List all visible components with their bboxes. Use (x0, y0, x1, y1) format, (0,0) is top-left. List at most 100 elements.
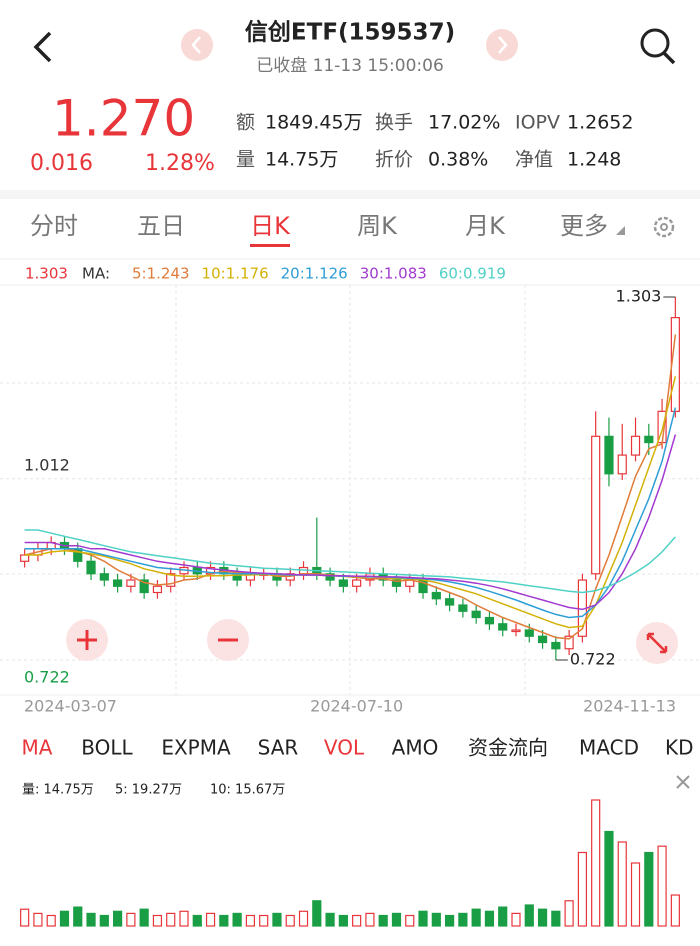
tab[interactable]: 周K (357, 212, 398, 240)
volume-legend-item: 5: 19.27万 (115, 783, 182, 798)
volume-bar (298, 910, 309, 927)
price: 1.270 (52, 90, 195, 148)
indicator-tab[interactable]: AMO (392, 736, 439, 760)
candle-body (617, 454, 627, 475)
volume-bar (259, 914, 269, 927)
candle-body (352, 579, 362, 587)
volume-bar (524, 904, 534, 927)
change-pct: 1.28% (145, 151, 215, 176)
candle-body (152, 585, 163, 594)
volume-bar (418, 910, 428, 927)
change: 0.016 (30, 151, 93, 176)
stat-label: 量 (236, 149, 255, 171)
candle-body (86, 560, 96, 575)
volume-bar (405, 914, 415, 927)
candle-body (670, 317, 680, 412)
ma-legend: 1.303 MA: (25, 265, 110, 283)
volume-bar (365, 912, 375, 927)
candle-body (591, 435, 601, 575)
volume-bar (551, 910, 561, 927)
volume-bar (272, 912, 282, 927)
stat-label: 换手 (375, 112, 413, 134)
stat-label: IOPV (515, 112, 560, 134)
current-value: 1.303 (25, 265, 68, 283)
candle-body (126, 579, 136, 587)
volume-bar (46, 914, 56, 927)
tab[interactable]: 更多 (560, 212, 608, 240)
candle-body (484, 616, 495, 625)
volume-bar (285, 914, 295, 927)
candle-body (524, 629, 534, 637)
candle-body (166, 573, 176, 587)
x-tick-label: 2024-07-10 (310, 697, 403, 716)
volume-bar (445, 914, 455, 927)
volume-legend: 量: 14.75万 5: 19.27万 10: 15.67万 (22, 783, 285, 798)
indicator-tab[interactable]: EXPMA (161, 736, 231, 760)
stat-value: 17.02% (428, 112, 500, 134)
volume-bar (617, 841, 627, 927)
volume-bar (166, 912, 176, 927)
stat-value: 14.75万 (265, 149, 338, 171)
close-indicator[interactable] (676, 775, 690, 789)
candle-body (630, 435, 641, 456)
volume-bar (391, 912, 402, 927)
search-button[interactable] (640, 28, 670, 58)
candle-body (112, 579, 123, 587)
stat-value: 1.248 (567, 149, 621, 171)
indicator-tab[interactable]: SAR (258, 736, 299, 760)
volume-bar (73, 906, 83, 927)
volume-bar (564, 900, 574, 927)
volume (20, 799, 680, 927)
next-button[interactable] (486, 29, 518, 61)
indicator-tab[interactable]: 资金流向 (468, 736, 548, 760)
tab[interactable]: 五日 (137, 212, 185, 240)
ma-legend-item: 20:1.126 (281, 265, 348, 283)
tab-active[interactable]: 日K (250, 212, 291, 240)
volume-bar (352, 914, 362, 927)
volume-bar (325, 912, 335, 927)
volume-bar (232, 912, 242, 927)
grid (0, 285, 700, 695)
volume-bar (112, 910, 123, 927)
candle-body (537, 635, 548, 644)
back-button[interactable] (33, 31, 52, 63)
prev-button[interactable] (181, 29, 213, 61)
status: 已收盘 11-13 15:00:06 (256, 56, 444, 76)
indicator-tab[interactable]: MACD (579, 736, 639, 760)
stat-value: 1849.45万 (265, 112, 363, 134)
x-tick-label: 2024-11-13 (583, 697, 676, 716)
tab[interactable]: 分时 (30, 212, 78, 240)
volume-bar (312, 900, 322, 927)
volume-bar (33, 912, 43, 927)
indicator-tabs: MA BOLL EXPMA SAR VOL AMO 资金流向 MACD KD (22, 736, 694, 760)
ma-line (24, 434, 677, 611)
volume-bar (644, 851, 654, 927)
volume-bar (205, 912, 216, 927)
volume-bar (511, 912, 521, 927)
candle-body (99, 573, 109, 581)
ma-label: MA: (82, 265, 110, 283)
settings-button[interactable] (653, 216, 675, 238)
candle-body (139, 579, 149, 594)
volume-bar (179, 910, 189, 927)
kline: 5:1.243 10:1.176 20:1.126 30:1.083 60:0.919 0… (0, 265, 700, 716)
volume-bar (245, 914, 255, 927)
search-handle (662, 51, 676, 65)
volume-bar (86, 912, 96, 927)
indicator-tab[interactable]: VOL (324, 736, 365, 760)
candle-body (338, 579, 348, 587)
indicator-tab[interactable]: KD (665, 736, 694, 760)
indicator-tab[interactable]: MA (22, 736, 53, 760)
divider (0, 190, 700, 199)
volume-bar (338, 914, 348, 927)
indicator-tab[interactable]: BOLL (81, 736, 133, 760)
ma-legend-item: 30:1.083 (360, 265, 427, 283)
volume-bar (431, 912, 441, 927)
settings-icon (660, 223, 668, 231)
tab[interactable]: 月K (465, 212, 506, 240)
prev-icon (191, 36, 201, 54)
volume-legend-item: 量: 14.75万 (22, 783, 94, 798)
high-label: 1.303 (616, 287, 662, 306)
volume-bar (657, 845, 667, 927)
